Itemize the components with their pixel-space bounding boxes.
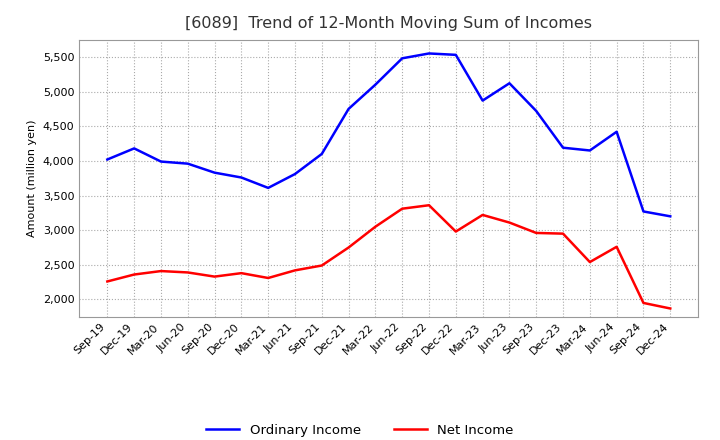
Ordinary Income	[344, 106, 353, 111]
Net Income	[398, 206, 407, 211]
Ordinary Income	[157, 159, 166, 164]
Net Income	[318, 263, 326, 268]
Ordinary Income	[318, 151, 326, 157]
Ordinary Income	[505, 81, 514, 86]
Ordinary Income	[291, 172, 300, 177]
Net Income	[478, 212, 487, 217]
Net Income	[103, 279, 112, 284]
Ordinary Income	[425, 51, 433, 56]
Net Income	[184, 270, 192, 275]
Ordinary Income	[398, 56, 407, 61]
Ordinary Income	[532, 108, 541, 114]
Net Income	[585, 260, 594, 265]
Net Income	[639, 300, 648, 305]
Title: [6089]  Trend of 12-Month Moving Sum of Incomes: [6089] Trend of 12-Month Moving Sum of I…	[185, 16, 593, 32]
Line: Net Income: Net Income	[107, 205, 670, 308]
Net Income	[264, 275, 272, 281]
Ordinary Income	[612, 129, 621, 134]
Ordinary Income	[559, 145, 567, 150]
Net Income	[371, 224, 379, 229]
Ordinary Income	[184, 161, 192, 166]
Net Income	[666, 306, 675, 311]
Ordinary Income	[639, 209, 648, 214]
Line: Ordinary Income: Ordinary Income	[107, 53, 670, 216]
Net Income	[130, 272, 138, 277]
Ordinary Income	[237, 175, 246, 180]
Net Income	[344, 245, 353, 250]
Ordinary Income	[103, 157, 112, 162]
Ordinary Income	[451, 52, 460, 58]
Ordinary Income	[585, 148, 594, 153]
Net Income	[612, 244, 621, 249]
Ordinary Income	[130, 146, 138, 151]
Ordinary Income	[478, 98, 487, 103]
Net Income	[210, 274, 219, 279]
Ordinary Income	[264, 185, 272, 191]
Ordinary Income	[666, 214, 675, 219]
Y-axis label: Amount (million yen): Amount (million yen)	[27, 119, 37, 237]
Ordinary Income	[371, 82, 379, 87]
Net Income	[559, 231, 567, 236]
Net Income	[532, 230, 541, 235]
Net Income	[451, 229, 460, 234]
Net Income	[291, 268, 300, 273]
Net Income	[237, 271, 246, 276]
Net Income	[505, 220, 514, 225]
Net Income	[157, 268, 166, 274]
Net Income	[425, 202, 433, 208]
Legend: Ordinary Income, Net Income: Ordinary Income, Net Income	[201, 418, 519, 440]
Ordinary Income	[210, 170, 219, 175]
